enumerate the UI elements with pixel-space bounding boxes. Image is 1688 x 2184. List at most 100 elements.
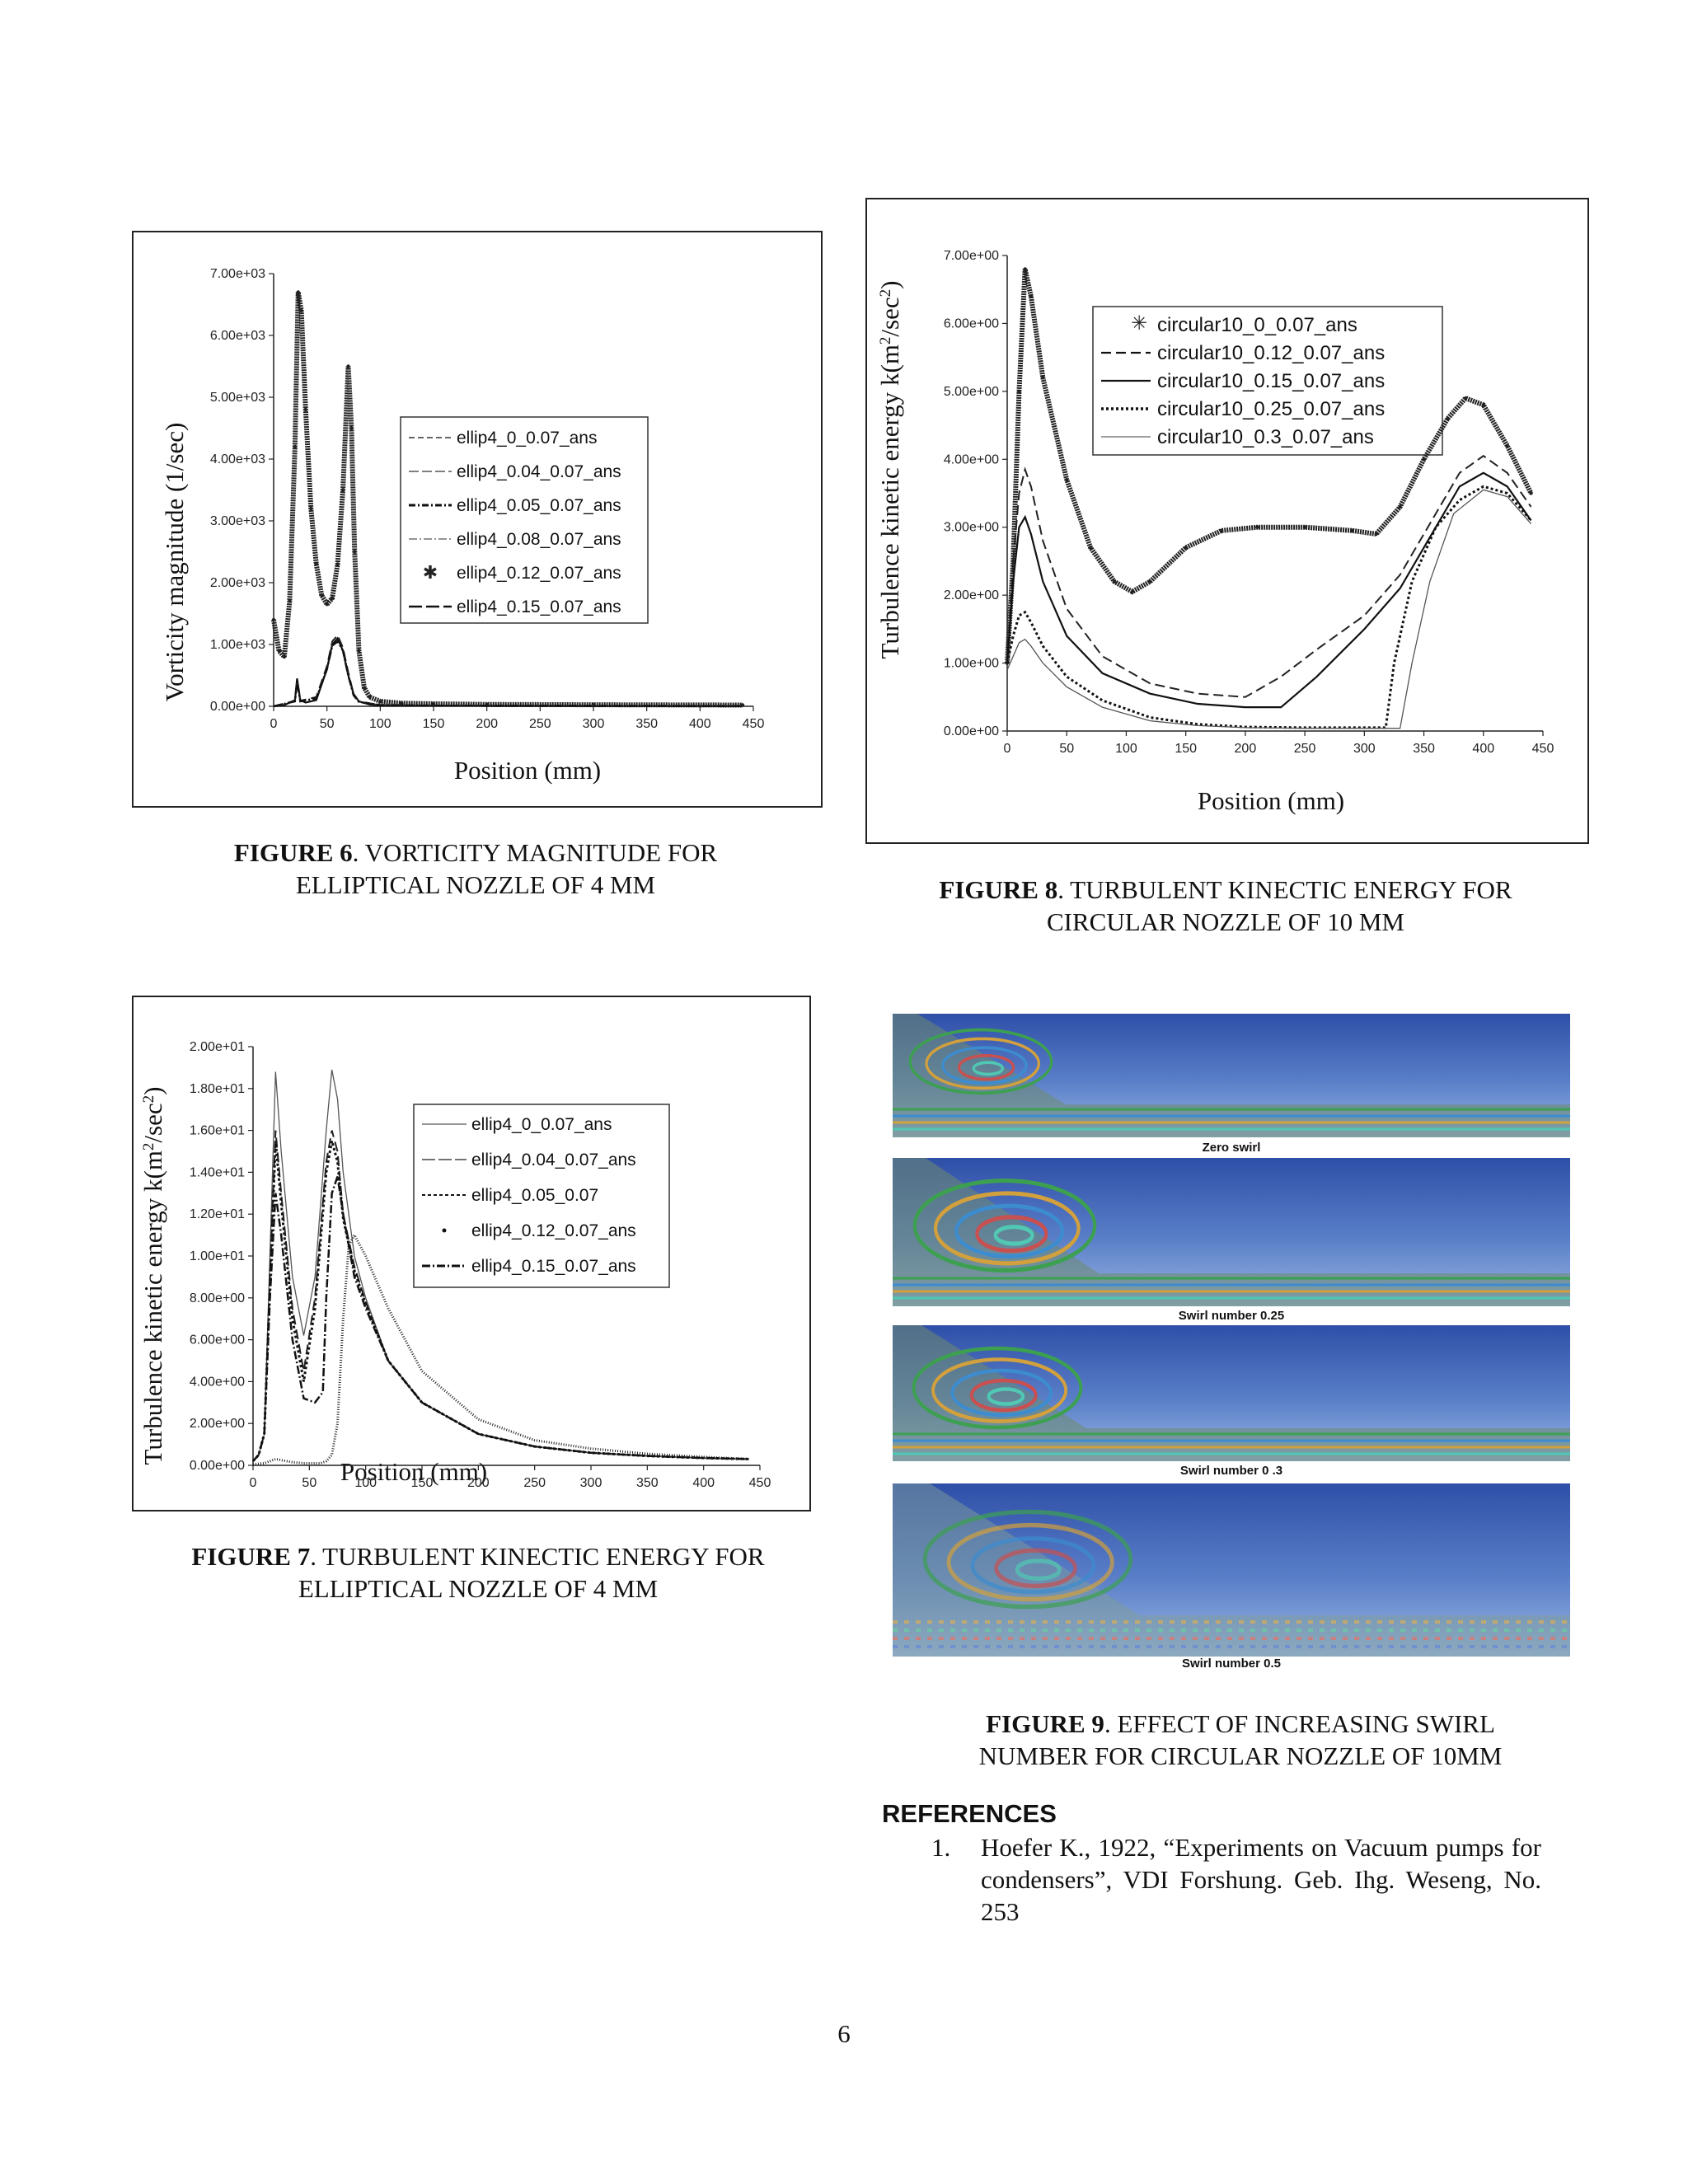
y-tick-label: 8.00e+00 [190, 1291, 245, 1305]
figure-8-caption-line1: . TURBULENT KINECTIC ENERGY FOR [1057, 875, 1512, 904]
data-point [362, 686, 367, 690]
figure-8-caption-label: FIGURE 8 [939, 875, 1058, 904]
figure-8-caption: FIGURE 8. TURBULENT KINECTIC ENERGY FOR … [865, 874, 1586, 938]
y-tick-label: 0.00e+00 [944, 724, 999, 738]
figure-7-legend-entry: ellip4_0.12_0.07_ans [471, 1221, 636, 1240]
y-tick-label: 2.00e+00 [190, 1417, 245, 1431]
chart-axes: 0.00e+00 2.00e+00 4.00e+00 6.00e+00 8.00e+00… [190, 1040, 771, 1490]
figure-6-legend-entry: ellip4_0_0.07_ans [457, 429, 597, 448]
data-point [1112, 579, 1117, 583]
data-point [346, 364, 350, 368]
figure-7-caption-label: FIGURE 7 [191, 1542, 311, 1571]
data-point [340, 488, 345, 492]
swirl-label-0-5: Swirl number 0.5 [1181, 1657, 1282, 1671]
x-tick-label: 150 [411, 1476, 434, 1490]
swirl-label-0-3: Swirl number 0 .3 [1179, 1464, 1283, 1478]
figure-6-caption-line1: . VORTICITY MAGNITUDE FOR [352, 838, 718, 867]
x-tick-label: 100 [354, 1476, 377, 1490]
figure-8-ylabel-sup2: 2 [877, 289, 894, 298]
figure-7-legend-entry: ellip4_0.15_0.07_ans [471, 1257, 636, 1276]
x-tick-label: 400 [692, 1476, 715, 1490]
data-point [330, 596, 335, 600]
x-tick-label: 0 [250, 1476, 257, 1490]
figure-8-svg: Turbulence kinetic energy k(m2/sec2) Pos… [875, 249, 1554, 815]
data-point [1017, 389, 1021, 394]
figure-7-legend-entry: ellip4_0.05_0.07 [471, 1186, 598, 1205]
x-tick-label: 200 [1235, 742, 1257, 756]
figure-7-ylabel-end: ) [138, 1087, 167, 1095]
figure-8-ylabel: Turbulence kinetic energy k(m2/sec2) [875, 281, 904, 659]
data-point [1422, 457, 1426, 462]
data-point [271, 617, 276, 622]
swirl-label-0-25: Swirl number 0.25 [1178, 1309, 1285, 1323]
figure-6-legend-entry: ellip4_0.05_0.07_ans [457, 496, 621, 515]
figure-7-caption-line2: ELLIPTICAL NOZZLE OF 4 MM [298, 1574, 659, 1603]
y-tick-label: 1.60e+01 [190, 1124, 245, 1138]
data-point [293, 444, 298, 449]
x-tick-label: 300 [580, 1476, 603, 1490]
data-point [353, 550, 357, 554]
figure-8-legend: ✳ circular10_0_0.07_ans circular10_0.12_… [1092, 306, 1443, 456]
x-tick-label: 450 [749, 1476, 771, 1490]
y-tick-label: 3.00e+00 [944, 521, 999, 535]
data-point [320, 593, 324, 598]
x-tick-label: 150 [1175, 742, 1197, 756]
x-tick-label: 200 [467, 1476, 490, 1490]
data-point [277, 649, 281, 653]
figure-8-legend-entry: circular10_0.25_0.07_ans [1157, 398, 1385, 420]
figure-7-legend: ellip4_0_0.07_ans ellip4_0.04_0.07_ans e… [413, 1104, 670, 1288]
data-point [349, 426, 354, 430]
series-circular10_0.3_0.07_ans [1006, 489, 1532, 729]
data-point [400, 701, 404, 705]
swirl-panel-zero [893, 1014, 1570, 1137]
data-point [1446, 416, 1450, 421]
y-tick-label: 4.00e+03 [210, 452, 265, 466]
figure-6-legend-entry: ellip4_0.15_0.07_ans [457, 598, 621, 616]
y-tick-label: 1.80e+01 [190, 1082, 245, 1096]
data-point [1184, 546, 1188, 550]
data-point [1529, 491, 1533, 495]
reference-number: 1. [931, 1833, 951, 1862]
figure-6-legend: ellip4_0_0.07_ans ellip4_0.04_0.07_ans e… [400, 416, 649, 624]
data-point [335, 562, 340, 566]
x-tick-label: 0 [1004, 742, 1011, 756]
x-tick-label: 400 [689, 717, 711, 731]
swirl-panel-0-3 [893, 1325, 1570, 1461]
data-point [1219, 528, 1224, 533]
x-tick-label: 300 [1353, 742, 1376, 756]
figure-8-legend-entry: circular10_0_0.07_ans [1157, 314, 1357, 336]
series-line [252, 1176, 749, 1462]
figure-8-ylabel-end: ) [875, 281, 904, 289]
y-tick-label: 0.00e+00 [190, 1459, 245, 1473]
figure-7-ylabel: Turbulence kinetic energy k(m2/sec2) [138, 1087, 167, 1465]
series-line [1006, 471, 1532, 709]
data-point [378, 699, 382, 704]
figure-6-ylabel: Vorticity magnitude (1/sec) [160, 423, 189, 702]
data-point [303, 407, 307, 412]
figure-7-svg: Turbulence kinetic energy k(m2/sec2) ell… [138, 1040, 771, 1490]
x-tick-label: 100 [369, 717, 392, 731]
y-tick-label: 2.00e+00 [944, 588, 999, 602]
data-point [1041, 376, 1045, 380]
y-tick-label: 6.00e+00 [944, 316, 999, 330]
figure-8-legend-entry: circular10_0.3_0.07_ans [1157, 426, 1374, 448]
reference-item: 1. Hoefer K., 1922, “Experiments on Vacu… [931, 1831, 1541, 1928]
chart-axes: 0.00e+00 1.00e+00 2.00e+00 3.00e+00 4.00e+00… [944, 249, 1554, 756]
x-tick-label: 450 [743, 717, 765, 731]
figure-9-caption: FIGURE 9. EFFECT OF INCREASING SWIRL NUM… [882, 1708, 1599, 1772]
y-tick-label: 5.00e+03 [210, 391, 265, 405]
x-tick-label: 250 [529, 717, 551, 731]
data-point [309, 506, 313, 511]
page-number: 6 [837, 2019, 851, 2048]
x-tick-label: 0 [270, 717, 278, 731]
series-ellip4_0.05_0.07_ans [273, 640, 743, 708]
data-point [1481, 403, 1485, 407]
swirl-label-zero: Zero swirl [1202, 1141, 1261, 1155]
y-tick-label: 7.00e+00 [944, 249, 999, 263]
figure-8-legend-entry: circular10_0.15_0.07_ans [1157, 370, 1385, 392]
data-point [288, 599, 292, 603]
data-point [1148, 579, 1152, 583]
data-point [1029, 294, 1034, 298]
data-point [1130, 589, 1134, 594]
